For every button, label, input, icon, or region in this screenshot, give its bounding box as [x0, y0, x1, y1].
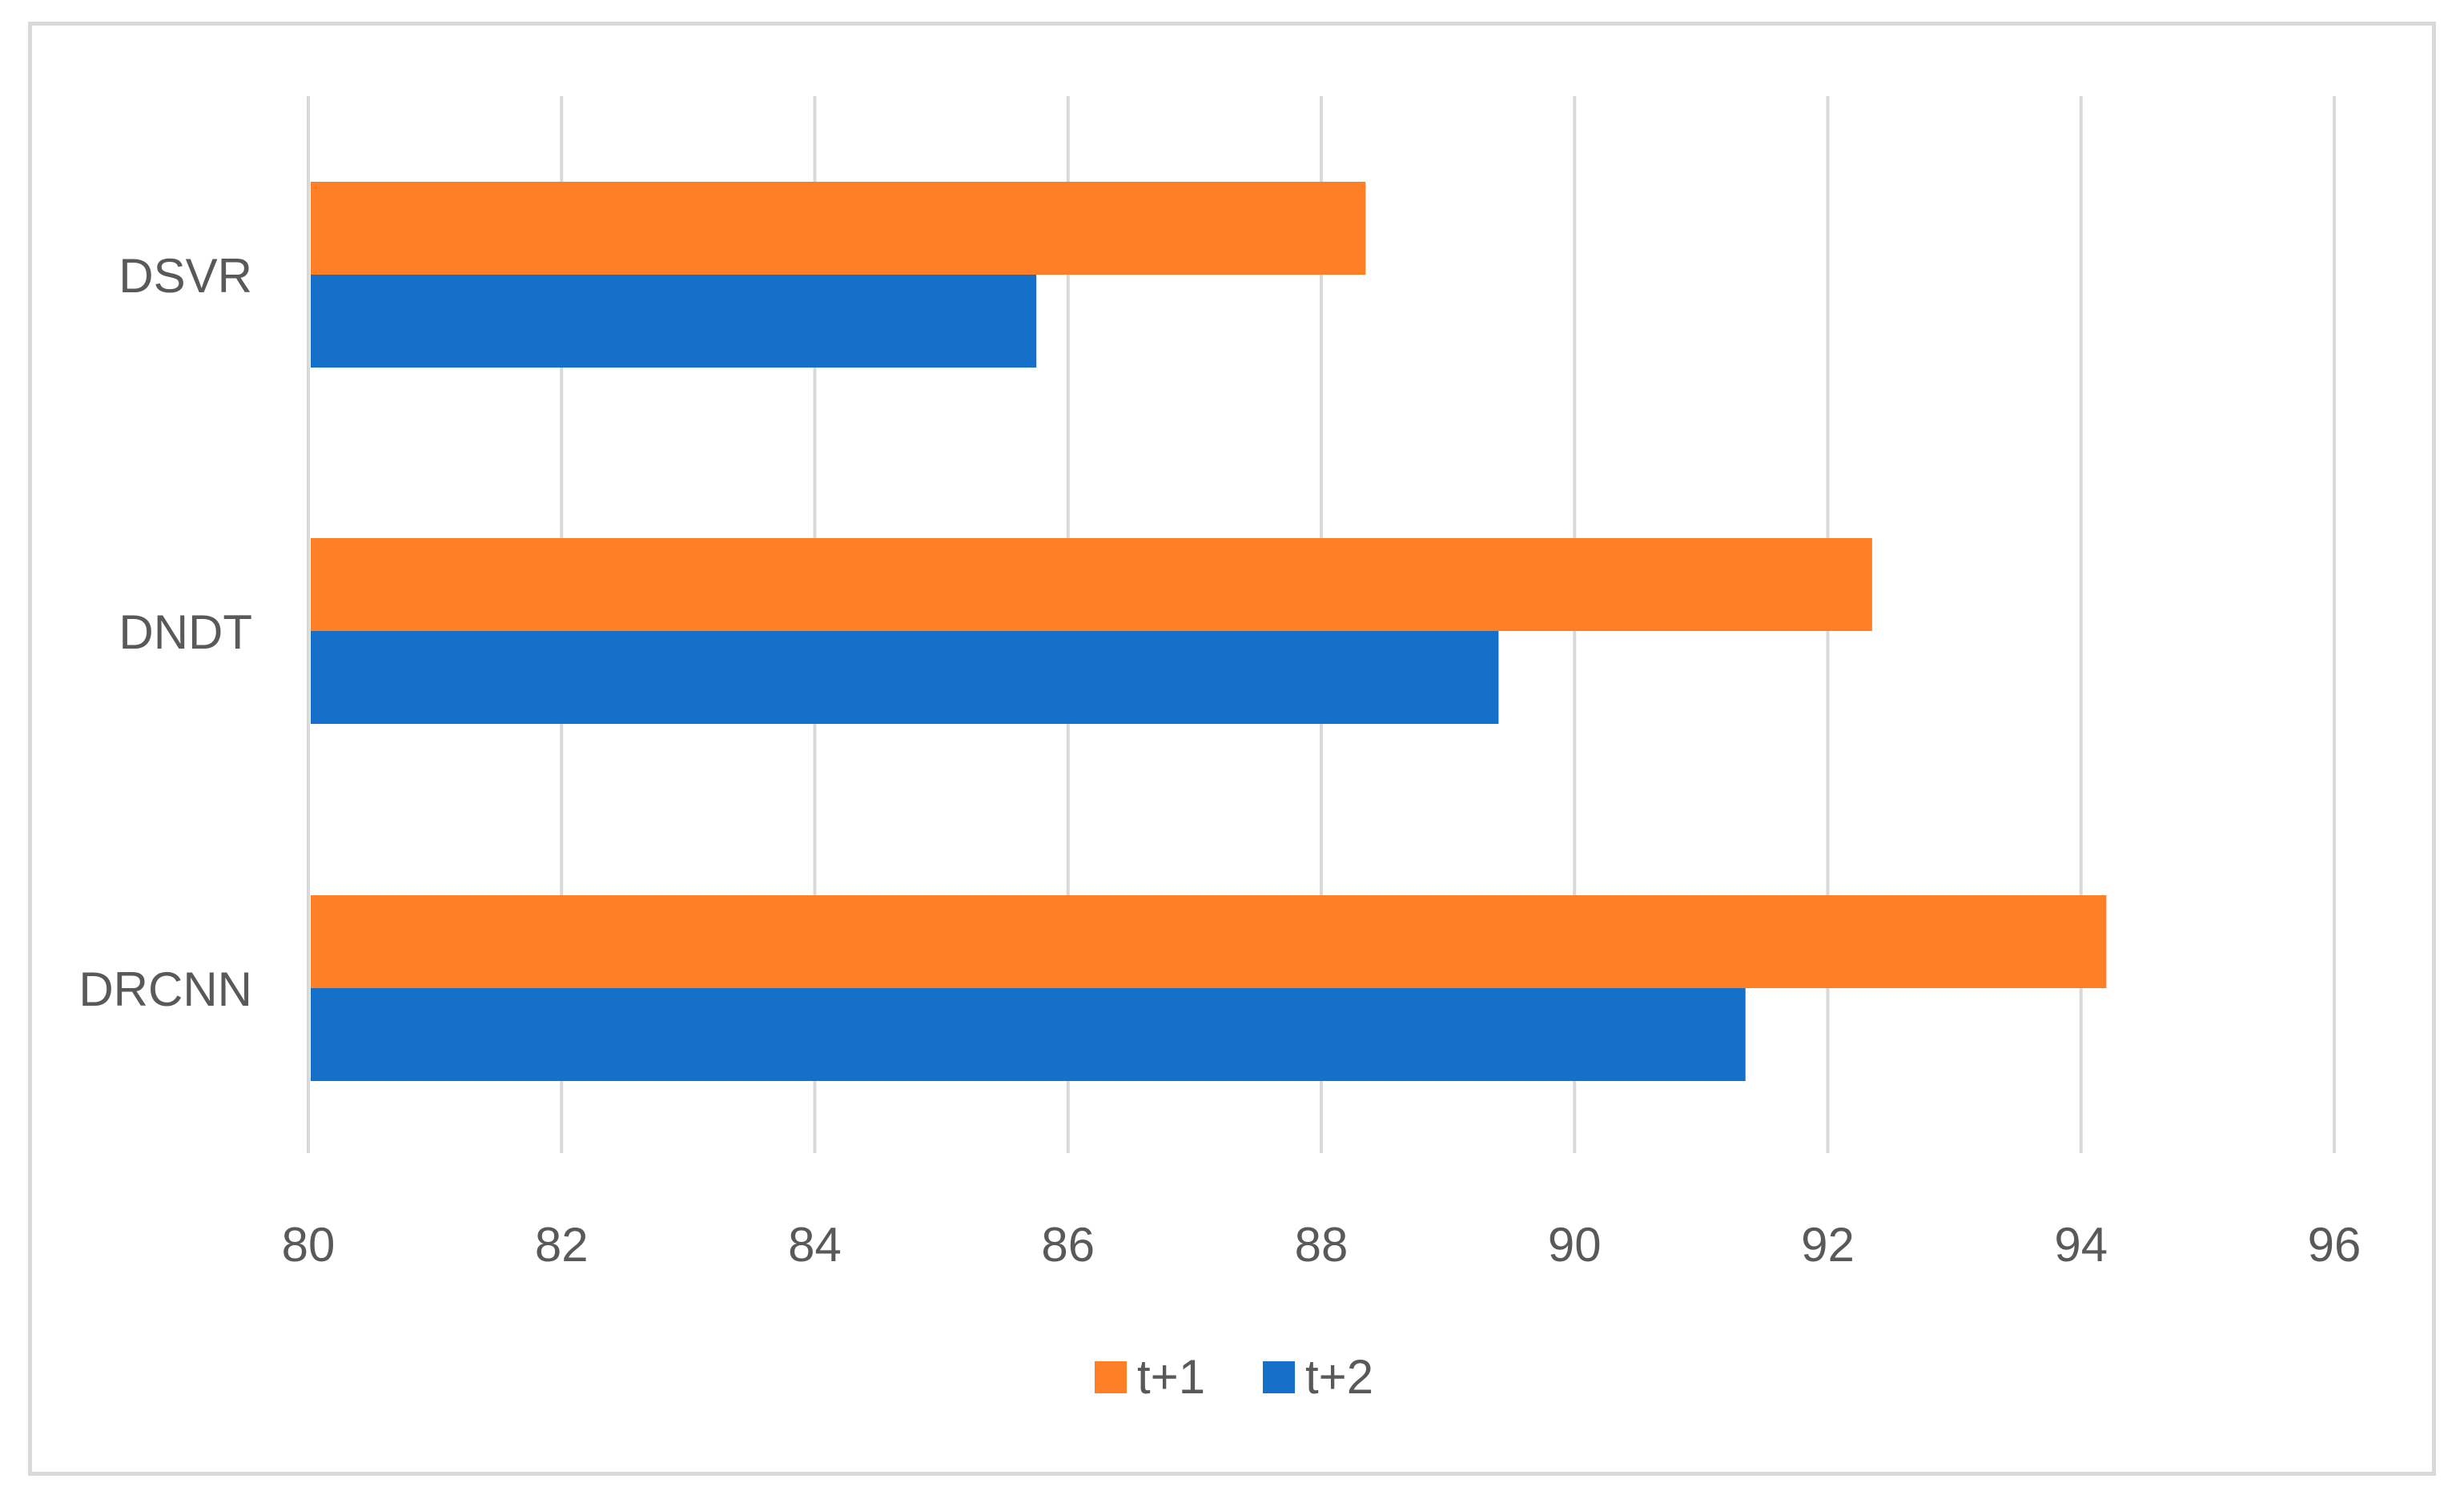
category-labels: DSVR DNDT DRCNN — [78, 249, 252, 1016]
bar-dndt-tplus1 — [311, 538, 1872, 631]
x-tick-label-96: 96 — [2308, 1218, 2362, 1272]
x-tick-label-80: 80 — [282, 1218, 336, 1272]
x-tick-label-94: 94 — [2054, 1218, 2108, 1272]
bar-dndt-tplus2 — [311, 631, 1499, 724]
x-tick-label-90: 90 — [1548, 1218, 1602, 1272]
legend-label-tplus2: t+2 — [1305, 1350, 1373, 1404]
x-axis-tick-labels: 80 82 84 86 88 90 92 94 96 — [282, 1218, 2362, 1272]
legend-swatch-tplus1 — [1095, 1361, 1127, 1393]
x-tick-label-88: 88 — [1295, 1218, 1349, 1272]
x-tick-label-82: 82 — [535, 1218, 589, 1272]
bar-drcnn-tplus2 — [311, 988, 1746, 1081]
category-label-drcnn: DRCNN — [78, 962, 252, 1016]
bar-drcnn-tplus1 — [311, 895, 2107, 988]
category-label-dsvr: DSVR — [119, 249, 252, 303]
legend-swatch-tplus2 — [1263, 1361, 1295, 1393]
bars — [311, 182, 2107, 1081]
bar-dsvr-tplus1 — [311, 182, 1366, 275]
legend: t+1 t+2 — [1095, 1350, 1373, 1404]
category-label-dndt: DNDT — [119, 605, 252, 659]
x-tick-label-86: 86 — [1041, 1218, 1095, 1272]
x-tick-label-92: 92 — [1801, 1218, 1855, 1272]
legend-label-tplus1: t+1 — [1137, 1350, 1205, 1404]
x-tick-label-84: 84 — [788, 1218, 842, 1272]
bar-dsvr-tplus2 — [311, 275, 1037, 368]
